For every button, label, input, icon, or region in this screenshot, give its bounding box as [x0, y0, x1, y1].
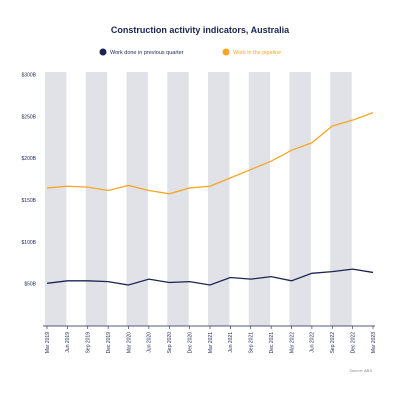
y-tick-label: $200B [22, 156, 37, 162]
band [289, 72, 311, 326]
x-tick-label: Mar 2022 [289, 332, 295, 353]
legend-label: Work in the pipeline [233, 50, 281, 56]
line [46, 112, 374, 195]
x-tick-label: Dec 2022 [350, 332, 356, 354]
x-tick-label: Sep 2021 [249, 332, 255, 354]
band [330, 72, 352, 326]
x-tick-label: Dec 2019 [106, 332, 112, 354]
x-tick-label: Mar 2019 [45, 332, 51, 353]
y-tick-label: $100B [22, 240, 37, 246]
x-tick-label: Dec 2020 [187, 332, 193, 354]
legend-swatch [222, 48, 230, 56]
y-tick-label: $250B [22, 114, 37, 120]
x-tick-label: Sep 2022 [330, 332, 336, 354]
x-tick-label: Jun 2021 [228, 332, 234, 353]
x-tick-label: Mar 2023 [371, 332, 377, 353]
y-tick-label: $150B [22, 198, 37, 204]
chart-title: Construction activity indicators, Austra… [111, 25, 290, 35]
band [167, 72, 189, 326]
band [126, 72, 148, 326]
legend-label: Work done in previous quarter [110, 50, 184, 56]
x-tick-label: Jun 2022 [310, 332, 316, 353]
y-tick-label: $50B [24, 282, 36, 288]
band [208, 72, 230, 326]
x-tick-label: Dec 2021 [269, 332, 275, 354]
source: Source: ABS [349, 368, 372, 373]
legend-swatch [99, 48, 107, 56]
x-tick-label: Jun 2019 [65, 332, 71, 353]
band [45, 72, 67, 326]
x-tick-label: Mar 2020 [126, 332, 132, 353]
bands [45, 72, 352, 326]
x-tick-label: Sep 2019 [86, 332, 92, 354]
band [85, 72, 108, 326]
line [46, 268, 374, 286]
x-tick-label: Mar 2021 [208, 332, 214, 353]
band [248, 72, 271, 326]
x-tick-label: Jun 2020 [147, 332, 153, 353]
y-tick-label: $300B [22, 73, 37, 79]
x-tick-label: Sep 2020 [167, 332, 173, 354]
